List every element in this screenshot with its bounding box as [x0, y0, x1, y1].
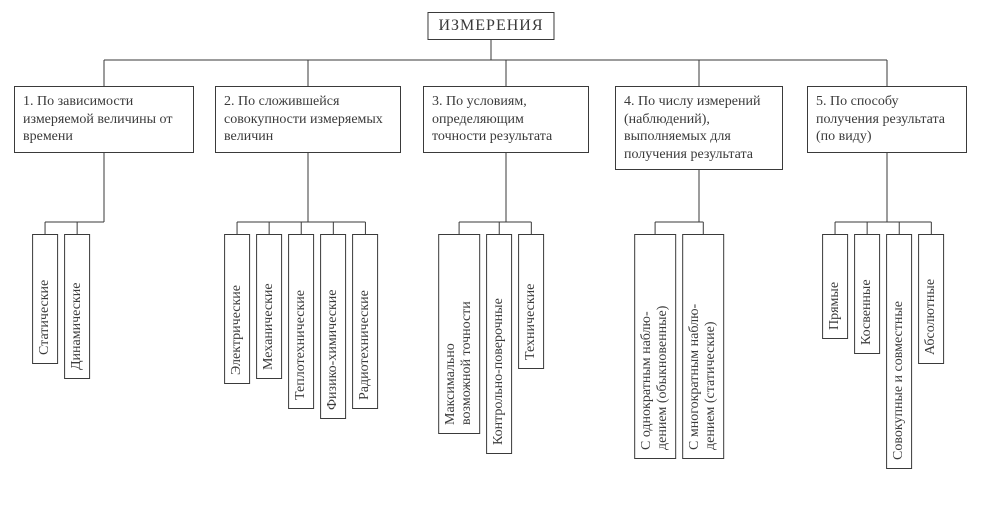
leaf-group-5: ПрямыеКосвенныеСовокупные и совместныеАб…: [822, 234, 944, 469]
category-text: По способу получения результата (по виду…: [816, 94, 945, 144]
leaf-node: С многократным наблю- дением (статически…: [682, 234, 724, 459]
category-text: По сложившейся совокупности измеряемых в…: [224, 94, 383, 144]
category-number: 3.: [432, 94, 446, 109]
leaf-group-3: Максимально возможной точностиКонтрольно…: [438, 234, 544, 454]
category-text: По зависимости измеряемой величины от вр…: [23, 94, 173, 144]
classification-tree: ИЗМЕРЕНИЯ 1. По зависимости измеряемой в…: [12, 12, 970, 512]
category-box-1: 1. По зависимости измеряемой величины от…: [14, 86, 194, 153]
leaf-group-1: СтатическиеДинамические: [32, 234, 90, 379]
leaf-group-2: ЭлектрическиеМеханическиеТеплотехнически…: [224, 234, 378, 419]
leaf-node: Электрические: [224, 234, 250, 384]
category-number: 4.: [624, 94, 638, 109]
category-box-4: 4. По числу измерений (наблюдений), выпо…: [615, 86, 783, 170]
root-node: ИЗМЕРЕНИЯ: [427, 12, 554, 40]
leaf-node: Максимально возможной точности: [438, 234, 480, 434]
category-box-3: 3. По условиям, определяющим точности ре…: [423, 86, 589, 153]
leaf-node: Косвенные: [854, 234, 880, 354]
leaf-node: Контрольно-поверочные: [486, 234, 512, 454]
category-text: По числу измерений (наблюдений), выполня…: [624, 94, 760, 162]
category-box-2: 2. По сложившейся совокупности измеряемы…: [215, 86, 401, 153]
leaf-node: Физико-химические: [320, 234, 346, 419]
category-number: 5.: [816, 94, 830, 109]
leaf-node: Прямые: [822, 234, 848, 339]
category-text: По условиям, определяющим точности резул…: [432, 94, 552, 144]
leaf-node: Абсолютные: [918, 234, 944, 364]
leaf-node: Статические: [32, 234, 58, 364]
category-box-5: 5. По способу получения результата (по в…: [807, 86, 967, 153]
leaf-node: Совокупные и совместные: [886, 234, 912, 469]
leaf-node: Радиотехнические: [352, 234, 378, 409]
leaf-node: Механические: [256, 234, 282, 379]
leaf-node: Теплотехнические: [288, 234, 314, 409]
leaf-group-4: С однократным наблю- дением (обыкновенны…: [634, 234, 724, 459]
root-label: ИЗМЕРЕНИЯ: [438, 17, 543, 34]
leaf-node: Динамические: [64, 234, 90, 379]
category-number: 2.: [224, 94, 238, 109]
category-number: 1.: [23, 94, 37, 109]
leaf-node: Технические: [518, 234, 544, 369]
leaf-node: С однократным наблю- дением (обыкновенны…: [634, 234, 676, 459]
